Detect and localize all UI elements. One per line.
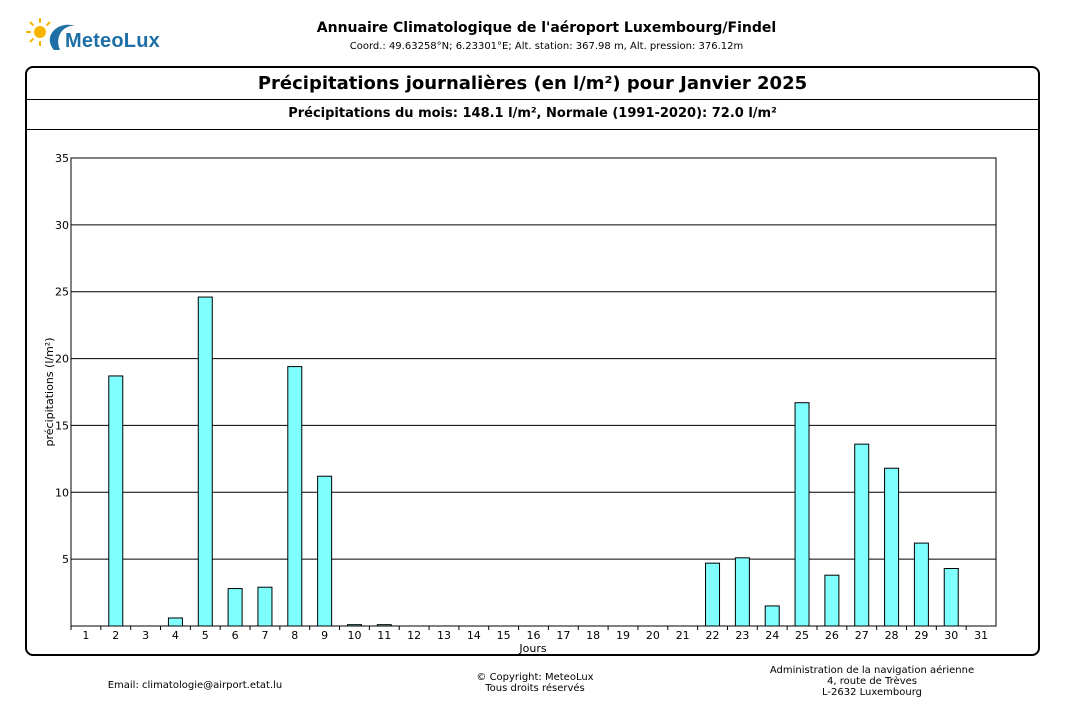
x-tick-label: 13	[437, 629, 451, 642]
bar-day-6	[227, 588, 243, 627]
bar-day-7	[257, 586, 273, 627]
copyright-line-2: Tous droits réservés	[485, 683, 585, 694]
plot-area-border	[70, 157, 997, 627]
x-tick-label: 12	[407, 629, 421, 642]
x-tick-label: 29	[914, 629, 928, 642]
copyright-line-1: © Copyright: MeteoLux	[476, 672, 594, 683]
x-tick-label: 4	[172, 629, 179, 642]
address-line-3: L-2632 Luxembourg	[822, 687, 922, 698]
bar-day-25	[794, 402, 810, 627]
x-tick-label: 15	[497, 629, 511, 642]
x-tick-label: 16	[527, 629, 541, 642]
x-tick-label: 7	[261, 629, 268, 642]
footer-email: Email: climatologie@airport.etat.lu	[107, 680, 283, 691]
y-tick-label: 20	[55, 353, 69, 366]
chart-frame: Précipitations journalières (en l/m²) po…	[25, 66, 1040, 656]
meteolux-logo	[26, 18, 76, 50]
bars	[108, 296, 959, 627]
bar-day-27	[854, 443, 870, 627]
bar-day-24	[764, 605, 780, 627]
address-line-2: 4, route de Trèves	[827, 676, 917, 687]
sun-icon	[26, 18, 51, 46]
x-tick-label: 3	[142, 629, 149, 642]
chart-title: Précipitations journalières (en l/m²) po…	[27, 68, 1038, 100]
x-tick-label: 14	[467, 629, 481, 642]
bar-day-5	[197, 296, 213, 627]
x-tick-label: 18	[586, 629, 600, 642]
bar-day-28	[884, 467, 900, 627]
x-tick-label: 22	[706, 629, 720, 642]
address-line-1: Administration de la navigation aérienne	[769, 665, 975, 676]
chart-subtitle: Précipitations du mois: 148.1 l/m², Norm…	[27, 99, 1038, 130]
swoosh-icon	[49, 24, 76, 50]
x-axis-label: Jours	[518, 642, 546, 655]
x-tick-label: 25	[795, 629, 809, 642]
x-tick-label: 19	[616, 629, 630, 642]
bar-day-9	[317, 475, 333, 627]
x-tick-label: 27	[855, 629, 869, 642]
y-axis-label: précipitations (l/m²)	[43, 338, 56, 447]
footer-address: Administration de la navigation aérienne…	[762, 665, 982, 698]
header-subtitle: Coord.: 49.63258°N; 6.23301°E; Alt. stat…	[349, 41, 744, 52]
bar-day-22	[705, 562, 721, 627]
x-tick-label: 30	[944, 629, 958, 642]
x-tick-label: 20	[646, 629, 660, 642]
bar-day-26	[824, 574, 840, 627]
x-tick-label: 23	[735, 629, 749, 642]
bar-day-2	[108, 375, 124, 627]
x-tick-label: 8	[291, 629, 298, 642]
bar-day-29	[913, 542, 929, 627]
x-tick-label: 2	[112, 629, 119, 642]
bar-day-23	[734, 557, 750, 627]
x-tick-label: 28	[885, 629, 899, 642]
bar-day-8	[287, 366, 303, 627]
bar-day-4	[167, 617, 183, 627]
y-tick-label: 30	[55, 219, 69, 232]
x-tick-label: 26	[825, 629, 839, 642]
x-tick-label: 10	[347, 629, 361, 642]
y-tick-label: 35	[55, 152, 69, 165]
header-title: Annuaire Climatologique de l'aéroport Lu…	[316, 20, 777, 36]
x-tick-label: 24	[765, 629, 779, 642]
y-tick-label: 15	[55, 419, 69, 432]
x-tick-label: 11	[377, 629, 391, 642]
x-tick-label: 5	[202, 629, 209, 642]
x-tick-label: 21	[676, 629, 690, 642]
x-ticks: 1 2 3 4 5 6 7 8 9 10 11 12 13 14 15 16 17 18 19 20 21 22 23 24 2…	[70, 626, 988, 642]
x-tick-label: 31	[974, 629, 988, 642]
x-tick-label: 6	[232, 629, 239, 642]
y-tick-label: 10	[55, 486, 69, 499]
brand-name: MeteoLux	[65, 30, 160, 52]
y-tick-label: 5	[62, 553, 69, 566]
x-tick-label: 1	[82, 629, 89, 642]
footer-copyright: © Copyright: MeteoLux Tous droits réserv…	[430, 672, 640, 694]
x-tick-label: 17	[556, 629, 570, 642]
y-tick-label: 25	[55, 286, 69, 299]
y-ticks: 5 10 15 20 25 30 35	[55, 152, 69, 566]
x-tick-label: 9	[321, 629, 328, 642]
bar-day-30	[943, 568, 959, 627]
